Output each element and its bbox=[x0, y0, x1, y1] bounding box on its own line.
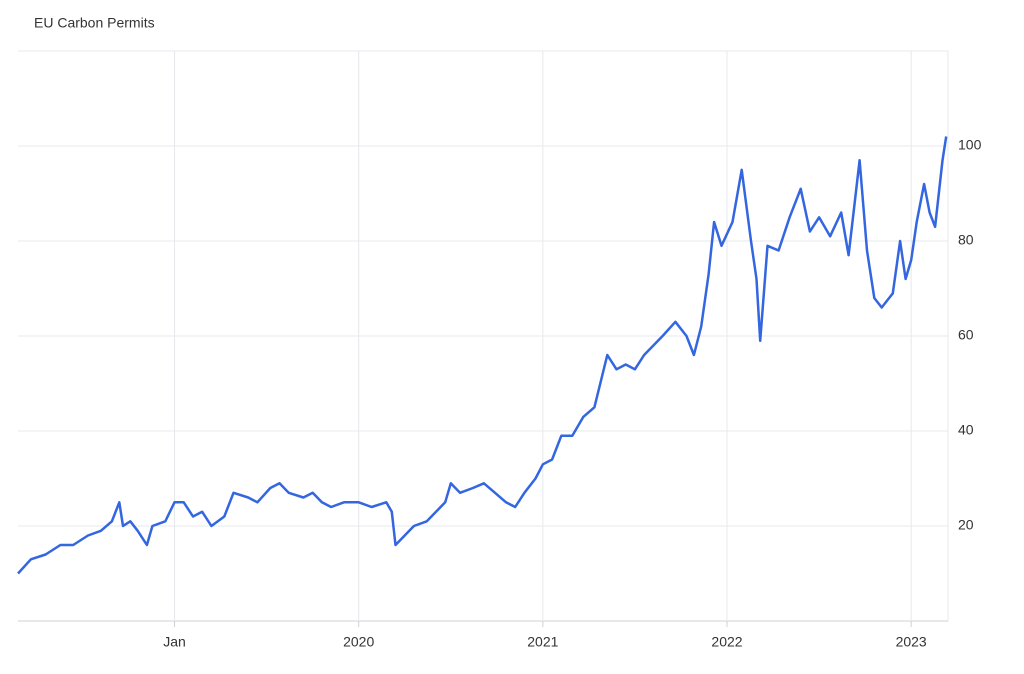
x-tick-label: 2023 bbox=[896, 634, 927, 650]
y-tick-label: 60 bbox=[958, 327, 974, 343]
x-tick-label: 2021 bbox=[527, 634, 558, 650]
y-tick-label: 40 bbox=[958, 422, 974, 438]
y-tick-label: 80 bbox=[958, 232, 974, 248]
y-tick-label: 20 bbox=[958, 517, 974, 533]
y-tick-label: 100 bbox=[958, 137, 982, 153]
data-line bbox=[17, 136, 948, 575]
chart-title: EU Carbon Permits bbox=[34, 15, 155, 31]
x-tick-label: Jan bbox=[163, 634, 186, 650]
x-tick-label: 2020 bbox=[343, 634, 374, 650]
x-tick-label: 2022 bbox=[711, 634, 742, 650]
